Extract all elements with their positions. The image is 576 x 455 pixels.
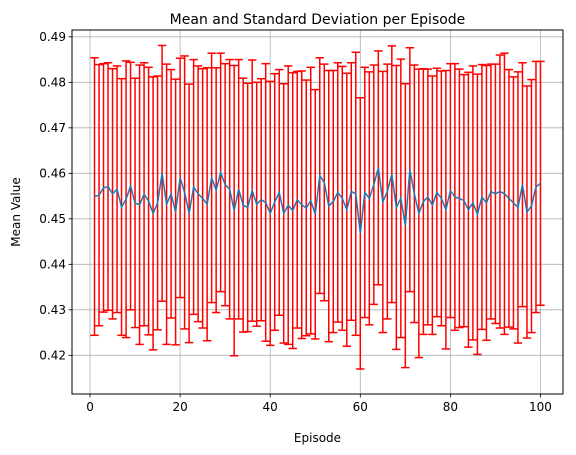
- plot-frame: [71, 29, 564, 395]
- x-axis-label: Episode: [294, 431, 341, 445]
- x-tick-label: 100: [529, 400, 552, 414]
- y-tick-label: 0.48: [39, 75, 66, 89]
- y-axis-label: Mean Value: [9, 177, 23, 246]
- x-ticks: 0 20 40 60 80 100: [86, 394, 552, 414]
- y-tick-label: 0.49: [39, 30, 66, 44]
- x-tick-label: 20: [172, 400, 187, 414]
- x-tick-label: 60: [353, 400, 368, 414]
- y-tick-label: 0.44: [39, 257, 66, 271]
- y-tick-label: 0.43: [39, 303, 66, 317]
- y-ticks: 0.42 0.43 0.44 0.45 0.46 0.47 0.48 0.49: [39, 30, 72, 362]
- chart-title: Mean and Standard Deviation per Episode: [170, 12, 466, 28]
- x-tick-label: 40: [263, 400, 278, 414]
- x-tick-label: 80: [443, 400, 458, 414]
- y-tick-label: 0.46: [39, 166, 66, 180]
- y-tick-label: 0.42: [39, 348, 66, 362]
- y-tick-label: 0.45: [39, 212, 66, 226]
- y-tick-label: 0.47: [39, 121, 66, 135]
- x-tick-label: 0: [86, 400, 94, 414]
- mean-line: [94, 167, 541, 234]
